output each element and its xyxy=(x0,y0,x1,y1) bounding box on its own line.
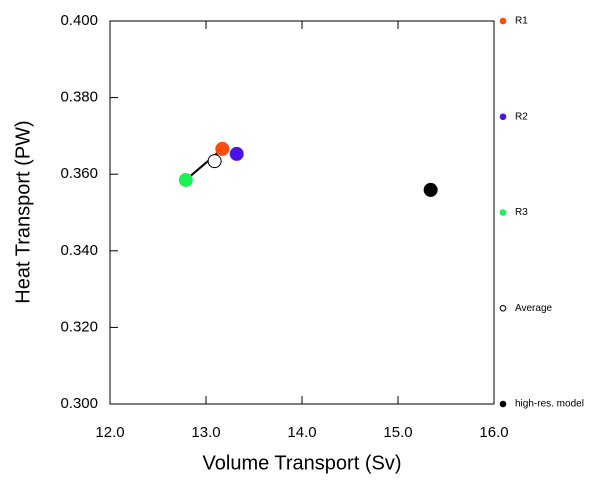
legend-marker xyxy=(499,113,507,121)
x-tick-label: 16.0 xyxy=(479,424,508,441)
point xyxy=(207,154,222,169)
legend-marker xyxy=(499,17,507,25)
connector xyxy=(185,148,223,181)
plot-frame xyxy=(109,20,495,405)
x-tick-label: 12.0 xyxy=(95,424,124,441)
y-tick-label: 0.300 xyxy=(60,395,98,412)
y-tick-label: 0.320 xyxy=(60,318,98,335)
y-tick-label: 0.340 xyxy=(60,242,98,259)
y-tick-label: 0.400 xyxy=(60,12,98,29)
y-tick-label: 0.360 xyxy=(60,165,98,182)
legend-label: R2 xyxy=(515,111,528,122)
y-tick-label: 0.380 xyxy=(60,89,98,106)
legend-label: R3 xyxy=(515,207,528,218)
x-tick-label: 13.0 xyxy=(191,424,220,441)
point xyxy=(215,141,230,156)
x-tick-label: 14.0 xyxy=(287,424,316,441)
y-axis-title: Heat Transport (PW) xyxy=(12,120,34,303)
point xyxy=(229,146,244,161)
legend-marker xyxy=(499,304,507,312)
legend-label: R1 xyxy=(515,16,528,27)
point xyxy=(423,182,438,197)
point xyxy=(178,172,193,187)
legend-marker xyxy=(499,209,507,216)
legend-label: high-res. model xyxy=(515,399,584,410)
legend-marker xyxy=(499,400,507,408)
x-tick-label: 15.0 xyxy=(383,424,412,441)
legend-label: Average xyxy=(515,303,553,314)
x-axis-title: Volume Transport (Sv) xyxy=(203,452,402,474)
